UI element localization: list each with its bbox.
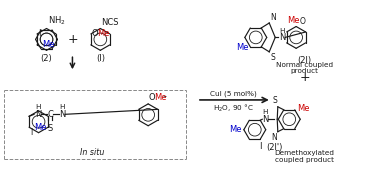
Text: (2l'): (2l'): [266, 143, 283, 152]
Text: Me: Me: [34, 123, 47, 132]
Text: NH$_2$: NH$_2$: [47, 15, 65, 27]
Text: Me: Me: [229, 125, 242, 134]
Text: S: S: [272, 96, 277, 105]
Text: H: H: [263, 109, 268, 115]
Text: Demethoxylated: Demethoxylated: [275, 151, 335, 157]
Text: S: S: [47, 124, 53, 133]
Text: N: N: [271, 133, 277, 142]
Text: H: H: [35, 104, 41, 110]
Text: Me: Me: [287, 15, 299, 25]
Text: O: O: [92, 29, 98, 38]
Text: N: N: [35, 110, 41, 119]
Text: N: N: [279, 33, 286, 42]
Text: C: C: [47, 110, 53, 119]
Text: (2l): (2l): [298, 56, 312, 65]
Text: N: N: [262, 115, 269, 124]
Text: I: I: [38, 29, 41, 38]
Text: N: N: [270, 13, 276, 22]
Text: Me: Me: [297, 104, 309, 113]
Text: O: O: [299, 17, 305, 26]
Text: coupled product: coupled product: [275, 157, 334, 163]
Text: I: I: [259, 142, 261, 151]
Text: H$_2$O, 90 °C: H$_2$O, 90 °C: [213, 103, 254, 114]
Text: In situ: In situ: [80, 149, 105, 157]
Text: (2): (2): [41, 54, 53, 63]
Text: I: I: [30, 128, 32, 137]
Text: O: O: [148, 93, 155, 102]
Text: S: S: [270, 53, 275, 62]
Text: $^-$: $^-$: [161, 94, 168, 100]
Text: Me: Me: [236, 43, 248, 52]
Text: N: N: [59, 110, 65, 119]
Text: +: +: [299, 71, 310, 84]
Text: H: H: [279, 28, 285, 34]
Text: Me: Me: [154, 93, 166, 102]
Text: +: +: [67, 33, 78, 46]
Text: Me: Me: [97, 29, 110, 38]
Text: CuI (5 mol%): CuI (5 mol%): [211, 90, 257, 97]
Text: Me: Me: [42, 40, 54, 49]
Text: Normal coupled: Normal coupled: [276, 62, 333, 68]
Text: (I): (I): [96, 54, 105, 63]
Text: NCS: NCS: [102, 18, 119, 27]
Text: product: product: [290, 68, 319, 74]
Text: H: H: [59, 104, 65, 110]
